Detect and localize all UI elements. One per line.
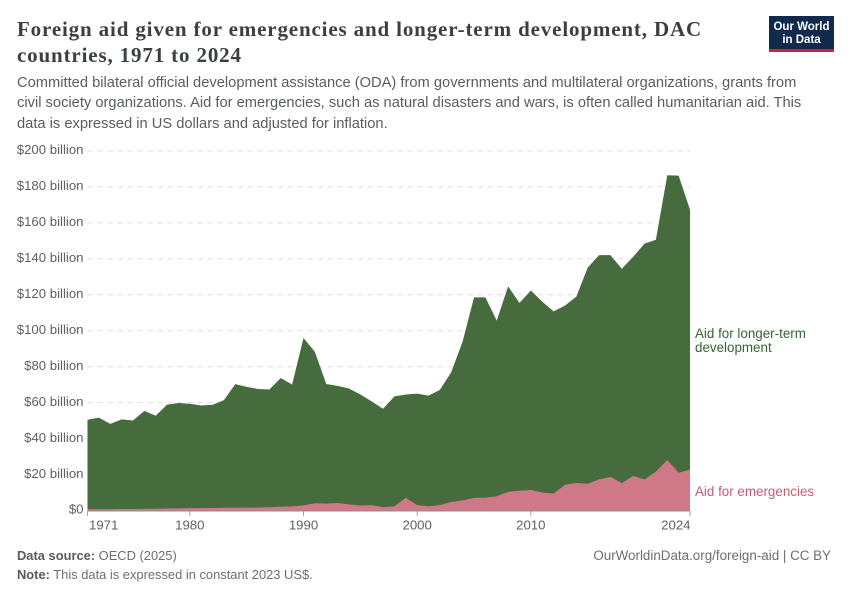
svg-text:2024: 2024 (661, 518, 690, 533)
svg-text:$80 billion: $80 billion (24, 358, 83, 373)
svg-text:2010: 2010 (516, 518, 545, 533)
svg-text:$100 billion: $100 billion (17, 322, 84, 337)
svg-text:development: development (695, 340, 772, 355)
svg-text:Aid for longer-term: Aid for longer-term (695, 326, 806, 341)
svg-text:1980: 1980 (175, 518, 204, 533)
svg-text:Aid for emergencies: Aid for emergencies (695, 484, 814, 499)
svg-text:$120 billion: $120 billion (17, 286, 84, 301)
svg-text:$180 billion: $180 billion (17, 178, 84, 193)
svg-text:$0: $0 (69, 502, 84, 517)
svg-text:$20 billion: $20 billion (24, 466, 83, 481)
svg-text:$160 billion: $160 billion (17, 214, 84, 229)
svg-text:$60 billion: $60 billion (24, 394, 83, 409)
svg-text:2000: 2000 (403, 518, 432, 533)
svg-text:$200 billion: $200 billion (17, 142, 84, 157)
svg-text:$40 billion: $40 billion (24, 430, 83, 445)
svg-text:1990: 1990 (289, 518, 318, 533)
svg-text:$140 billion: $140 billion (17, 250, 84, 265)
svg-text:1971: 1971 (89, 518, 118, 533)
